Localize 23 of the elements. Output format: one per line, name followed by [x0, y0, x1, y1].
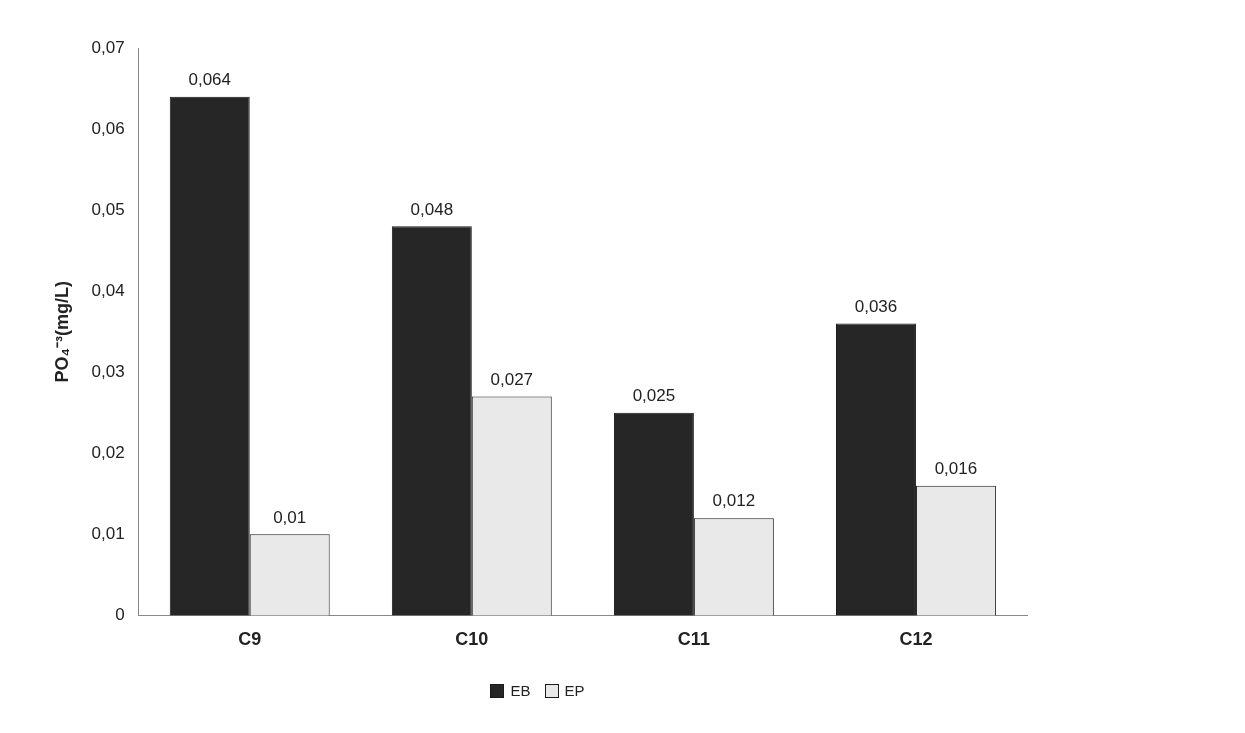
y-axis-title: PO₄⁻³(mg/L) — [51, 280, 72, 383]
y-tick-label: 0,04 — [91, 280, 125, 300]
data-label: 0,016 — [934, 458, 978, 478]
legend-label: EP — [564, 682, 585, 699]
data-label: 0,027 — [490, 369, 534, 389]
data-label: 0,01 — [273, 507, 307, 527]
x-tick-label: C12 — [899, 629, 933, 650]
y-tick-label: 0,05 — [91, 199, 125, 219]
x-tick-label: C9 — [238, 629, 262, 650]
data-label: 0,048 — [410, 199, 454, 219]
data-label: 0,064 — [188, 69, 232, 89]
x-tick-label: C10 — [455, 629, 489, 650]
legend-label: EB — [510, 682, 531, 699]
y-tick-label: 0 — [115, 605, 125, 625]
data-label: 0,036 — [854, 296, 898, 316]
data-label: 0,012 — [712, 491, 756, 511]
y-tick-label: 0,07 — [91, 37, 125, 57]
data-label: 0,025 — [632, 385, 676, 405]
y-tick-label: 0,02 — [91, 442, 125, 462]
x-tick-label: C11 — [677, 629, 710, 650]
y-tick-label: 0,06 — [91, 118, 125, 138]
y-tick-label: 0,01 — [91, 524, 125, 544]
y-tick-label: 0,03 — [91, 361, 125, 381]
